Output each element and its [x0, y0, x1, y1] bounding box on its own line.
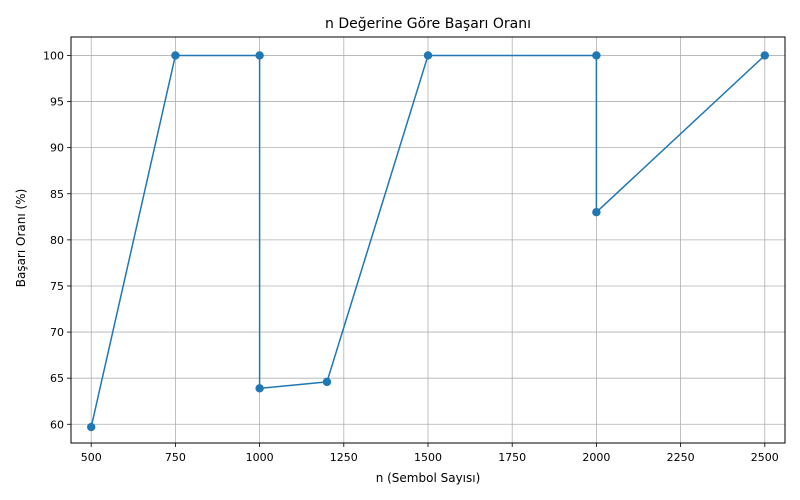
x-axis-title: n (Sembol Sayısı) [376, 471, 481, 485]
y-tick-label: 65 [50, 372, 64, 385]
data-point [255, 51, 264, 60]
y-tick-label: 60 [50, 418, 64, 431]
y-tick-label: 70 [50, 326, 64, 339]
x-axis-ticks: 500 750 1000 1250 1500 1750 2000 2250 2500 [81, 443, 779, 464]
x-tick-label: 2250 [667, 451, 695, 464]
y-tick-label: 75 [50, 280, 64, 293]
data-point [87, 422, 96, 432]
x-tick-label: 2500 [751, 451, 779, 464]
data-point [423, 51, 433, 60]
data-point [255, 384, 264, 393]
x-tick-label: 1250 [330, 451, 358, 464]
x-tick-label: 2000 [582, 451, 610, 464]
series-group [87, 51, 769, 432]
y-tick-label: 95 [50, 96, 64, 109]
data-point [171, 51, 180, 60]
data-point [322, 377, 332, 387]
y-axis-title: Başarı Oranı (%) [14, 189, 28, 288]
y-tick-label: 80 [50, 234, 64, 247]
x-tick-label: 1750 [498, 451, 526, 464]
data-point [592, 207, 601, 217]
y-tick-label: 100 [43, 49, 64, 62]
chart-title: n Değerine Göre Başarı Oranı [325, 16, 531, 32]
y-tick-label: 90 [50, 142, 64, 155]
x-tick-label: 750 [165, 451, 186, 464]
x-tick-label: 1500 [414, 451, 442, 464]
data-point [760, 51, 769, 60]
data-point [592, 51, 601, 60]
y-axis-ticks: 60 65 70 75 80 85 90 95 100 [43, 49, 71, 431]
y-tick-label: 85 [50, 188, 64, 201]
x-tick-label: 500 [81, 451, 102, 464]
x-tick-label: 1000 [246, 451, 274, 464]
